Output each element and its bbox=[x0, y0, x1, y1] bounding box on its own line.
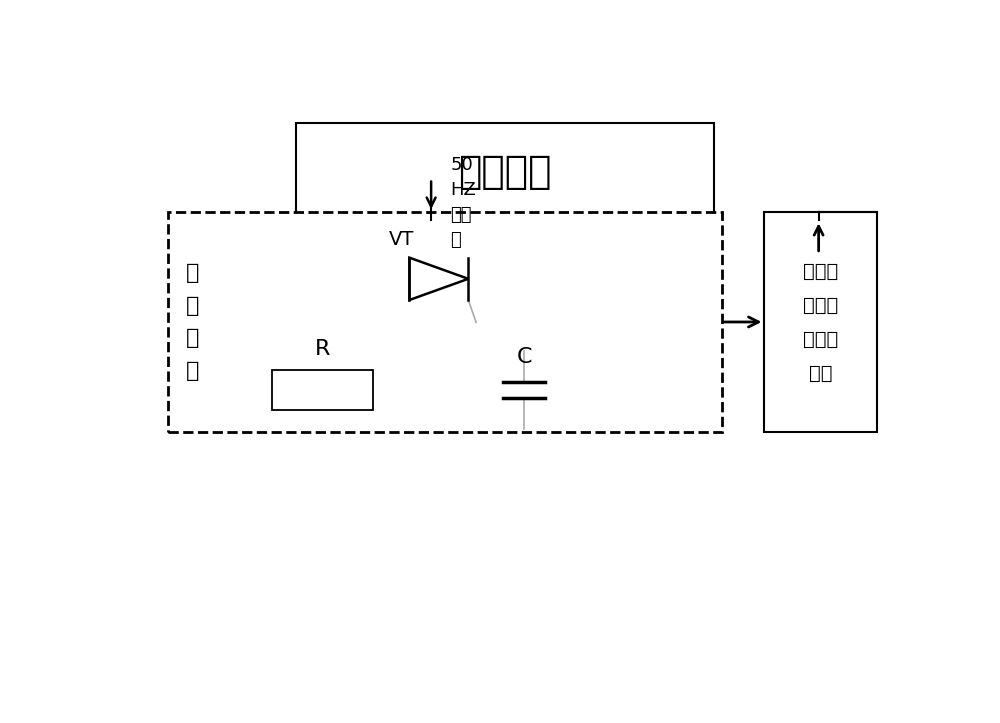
Bar bbox=[272, 370, 373, 410]
Bar bbox=[296, 123, 714, 221]
Text: 晋
闸
管
级: 晋 闸 管 级 bbox=[186, 262, 199, 381]
Text: 50
HZ
激励
源: 50 HZ 激励 源 bbox=[451, 155, 476, 249]
Text: 电压、
电流信
号采集
单元: 电压、 电流信 号采集 单元 bbox=[803, 262, 838, 382]
Bar bbox=[168, 212, 722, 432]
Text: 测控系统: 测控系统 bbox=[458, 153, 552, 191]
Text: R: R bbox=[315, 339, 330, 359]
Bar bbox=[764, 212, 877, 432]
Text: VT: VT bbox=[388, 231, 414, 249]
Text: C: C bbox=[516, 347, 532, 367]
